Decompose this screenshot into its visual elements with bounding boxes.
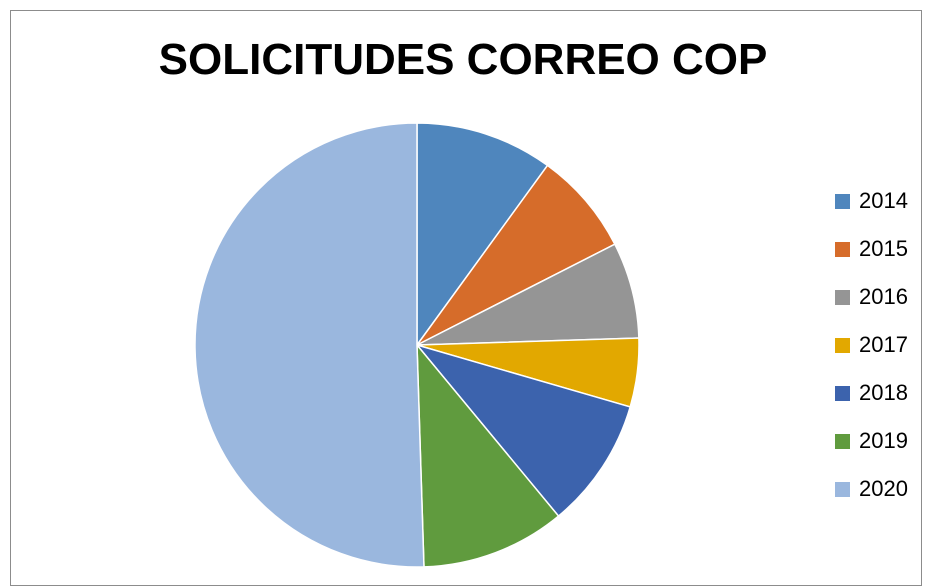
legend-label: 2017 [859,332,908,357]
legend-label: 2015 [859,236,908,261]
legend-swatch [835,242,850,257]
legend-swatch [835,290,850,305]
legend-label: 2014 [859,188,908,213]
pie-slice-2019 [416,342,560,568]
legend-swatch [835,194,850,209]
legend-swatch [835,338,850,353]
legend-swatch [835,386,850,401]
pie-slice-2020 [194,122,425,568]
pie-slice-2014 [416,122,549,348]
legend-label: 2019 [859,428,908,453]
legend-label: 2016 [859,284,908,309]
pie-slice-2018 [414,343,632,518]
legend-swatch [835,482,850,497]
legend-swatch [835,434,850,449]
legend-label: 2018 [859,380,908,405]
pie-slice-2015 [416,164,616,346]
legend-label: 2020 [859,476,908,501]
chart-title: SOLICITUDES CORREO COP [158,35,768,84]
